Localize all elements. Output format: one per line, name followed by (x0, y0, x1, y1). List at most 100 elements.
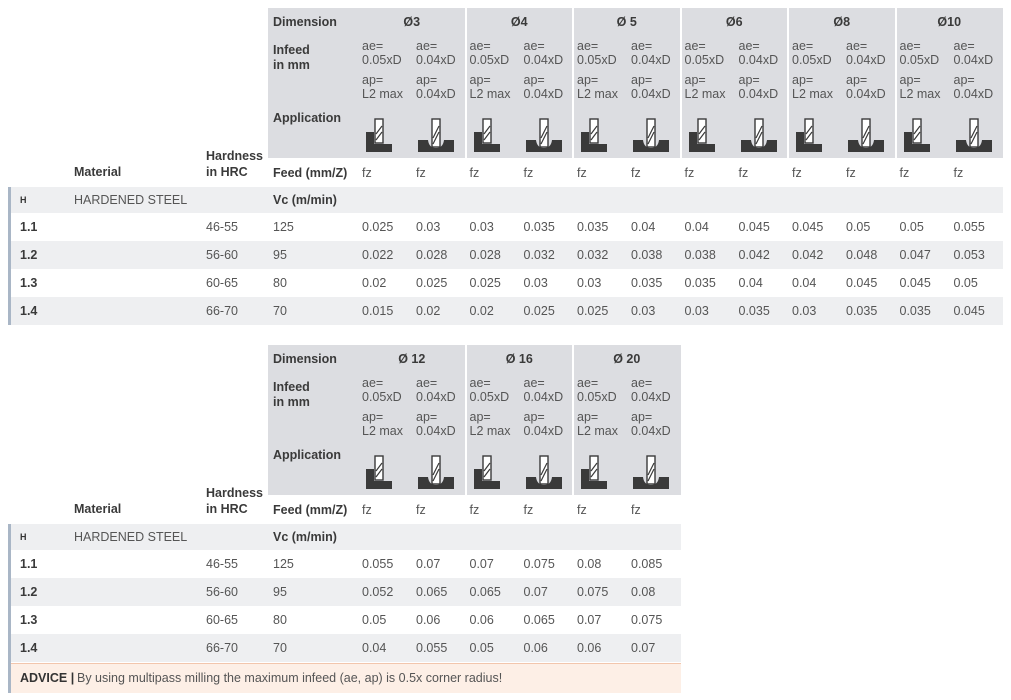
infeed-ae: 0.05xD (577, 53, 617, 67)
column-divider (464, 8, 467, 158)
fz-value: 0.03 (416, 220, 441, 234)
dimension-name: Ø 20 (613, 352, 641, 366)
advice-text: By using multipass milling the maximum i… (77, 671, 503, 685)
row-id: 1.2 (20, 248, 38, 262)
infeed-ae: 0.05xD (469, 390, 510, 404)
fz-value: 0.055 (362, 557, 394, 571)
infeed-ap: L2 max (362, 424, 403, 438)
feed-unit: fz (953, 166, 964, 180)
infeed-ae: ae= (684, 39, 706, 53)
infeed-ap: ap= (416, 73, 438, 87)
fz-value: 0.035 (684, 276, 716, 290)
hardness-label: Hardness (206, 486, 263, 500)
infeed-ap: L2 max (577, 424, 618, 438)
row-id: 1.2 (20, 585, 38, 599)
infeed-ap: 0.04xD (523, 87, 564, 101)
feed-unit: fz (416, 503, 426, 517)
fz-value: 0.035 (899, 304, 931, 318)
row-background (8, 634, 681, 662)
fz-value: 0.07 (577, 613, 602, 627)
fz-value: 0.032 (523, 248, 555, 262)
fz-value: 0.022 (362, 248, 394, 262)
infeed-ae: 0.04xD (523, 390, 564, 404)
infeed-ae: 0.04xD (416, 390, 456, 404)
fz-value: 0.05 (953, 276, 978, 290)
feed-label: Feed (mm/Z) (273, 503, 348, 517)
column-divider (679, 8, 682, 158)
hardness-label: Hardness (206, 149, 263, 163)
infeed-ae: 0.04xD (846, 53, 886, 67)
fz-value: 0.03 (631, 304, 656, 318)
group-code: H (20, 195, 27, 205)
fz-value: 0.04 (792, 276, 817, 290)
infeed-ae: ae= (416, 376, 438, 390)
infeed-ap: L2 max (362, 87, 403, 101)
header-background (268, 8, 1003, 158)
fz-value: 0.052 (362, 585, 394, 599)
infeed-ae: ae= (899, 39, 921, 53)
fz-value: 0.02 (362, 276, 387, 290)
application-icon (688, 118, 715, 152)
fz-value: 0.06 (523, 641, 548, 655)
row-id: 1.3 (20, 613, 38, 627)
infeed-label: in mm (273, 395, 310, 409)
infeed-ap: ap= (362, 410, 384, 424)
feed-unit: fz (684, 166, 695, 180)
infeed-ap: ap= (577, 410, 599, 424)
infeed-ae: 0.05xD (469, 53, 510, 67)
infeed-label: in mm (273, 58, 310, 72)
vc-value: 125 (273, 557, 294, 571)
infeed-ae: ae= (738, 39, 760, 53)
fz-value: 0.03 (684, 304, 709, 318)
group-row (8, 524, 681, 550)
infeed-ap: L2 max (469, 424, 511, 438)
fz-value: 0.045 (846, 276, 878, 290)
infeed-ap: ap= (416, 410, 438, 424)
fz-value: 0.053 (953, 248, 985, 262)
material-label: Material (74, 502, 122, 516)
infeed-ap: ap= (792, 73, 814, 87)
infeed-ae: 0.05xD (577, 390, 617, 404)
row-id: 1.1 (20, 220, 38, 234)
row-id: 1.1 (20, 557, 38, 571)
feed-unit: fz (469, 166, 480, 180)
infeed-ae: ae= (469, 376, 491, 390)
infeed-label: Infeed (273, 43, 310, 57)
fz-value: 0.028 (416, 248, 448, 262)
infeed-ae: ae= (953, 39, 975, 53)
row-accent (8, 524, 11, 693)
feed-unit: fz (631, 503, 641, 517)
hardness: 66-70 (206, 641, 238, 655)
fz-value: 0.08 (631, 585, 656, 599)
application-icon (903, 118, 930, 152)
infeed-ae: ae= (362, 376, 384, 390)
row-background (8, 578, 681, 606)
application-icon (418, 118, 454, 152)
infeed-ap: ap= (523, 410, 545, 424)
fz-value: 0.085 (631, 557, 663, 571)
fz-value: 0.07 (523, 585, 548, 599)
fz-value: 0.035 (523, 220, 555, 234)
infeed-ae: ae= (577, 39, 599, 53)
row-id: 1.3 (20, 276, 38, 290)
fz-value: 0.035 (846, 304, 878, 318)
vc-value: 80 (273, 276, 287, 290)
fz-value: 0.04 (631, 220, 656, 234)
fz-value: 0.028 (469, 248, 501, 262)
row-id: 1.4 (20, 641, 38, 655)
group-name: HARDENED STEEL (74, 530, 188, 544)
dimension-name: Ø3 (403, 15, 421, 29)
infeed-ap: ap= (631, 73, 653, 87)
row-background (8, 241, 1003, 269)
infeed-ap: L2 max (469, 87, 511, 101)
feed-unit: fz (738, 166, 749, 180)
infeed-ae: ae= (523, 376, 545, 390)
fz-value: 0.045 (899, 276, 931, 290)
fz-value: 0.05 (469, 641, 494, 655)
fz-value: 0.042 (792, 248, 824, 262)
infeed-ap: 0.04xD (523, 424, 564, 438)
infeed-ae: ae= (469, 39, 491, 53)
application-icon (366, 455, 392, 489)
feed-unit: fz (792, 166, 802, 180)
fz-value: 0.055 (416, 641, 448, 655)
